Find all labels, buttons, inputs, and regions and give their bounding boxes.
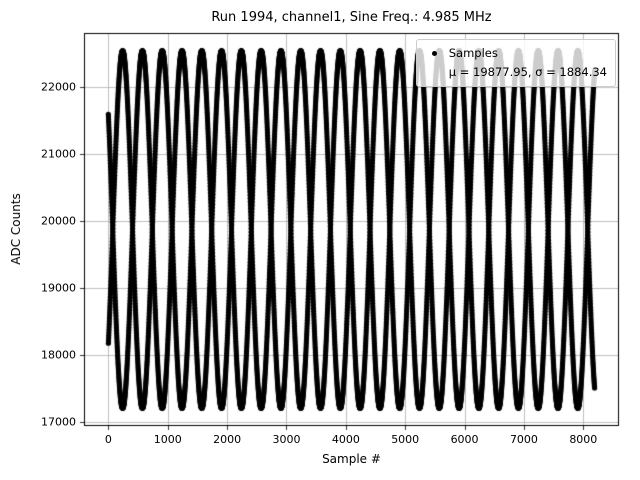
legend-row-samples: Samples <box>421 44 607 63</box>
x-tick-label: 8000 <box>569 433 598 446</box>
y-tick-label: 20000 <box>41 214 76 228</box>
x-tick-label: 2000 <box>213 433 242 446</box>
legend-stats-label: μ = 19877.95, σ = 1884.34 <box>448 65 607 79</box>
sample-marker-icon <box>432 51 438 56</box>
x-tick-label: 1000 <box>153 433 182 446</box>
legend: Samples μ = 19877.95, σ = 1884.34 <box>415 39 616 87</box>
y-tick-label: 22000 <box>41 80 76 94</box>
x-tick-label: 3000 <box>272 433 301 446</box>
x-tick-label: 6000 <box>450 433 479 446</box>
x-tick-label: 0 <box>104 433 112 446</box>
x-tick-label: 4000 <box>331 433 360 446</box>
x-tick-label: 7000 <box>509 433 538 446</box>
x-tick-label: 5000 <box>391 433 420 446</box>
x-axis-label: Sample # <box>322 452 381 466</box>
legend-samples-label: Samples <box>448 46 498 60</box>
y-axis-label: ADC Counts <box>9 193 23 265</box>
y-tick-label: 18000 <box>41 348 76 362</box>
y-tick-label: 17000 <box>41 415 76 429</box>
chart-title: Run 1994, channel1, Sine Freq.: 4.985 MH… <box>211 10 492 25</box>
y-tick-label: 21000 <box>41 147 76 161</box>
legend-row-stats: μ = 19877.95, σ = 1884.34 <box>421 63 607 82</box>
legend-marker-handle <box>421 51 449 56</box>
y-tick-label: 19000 <box>41 281 76 295</box>
